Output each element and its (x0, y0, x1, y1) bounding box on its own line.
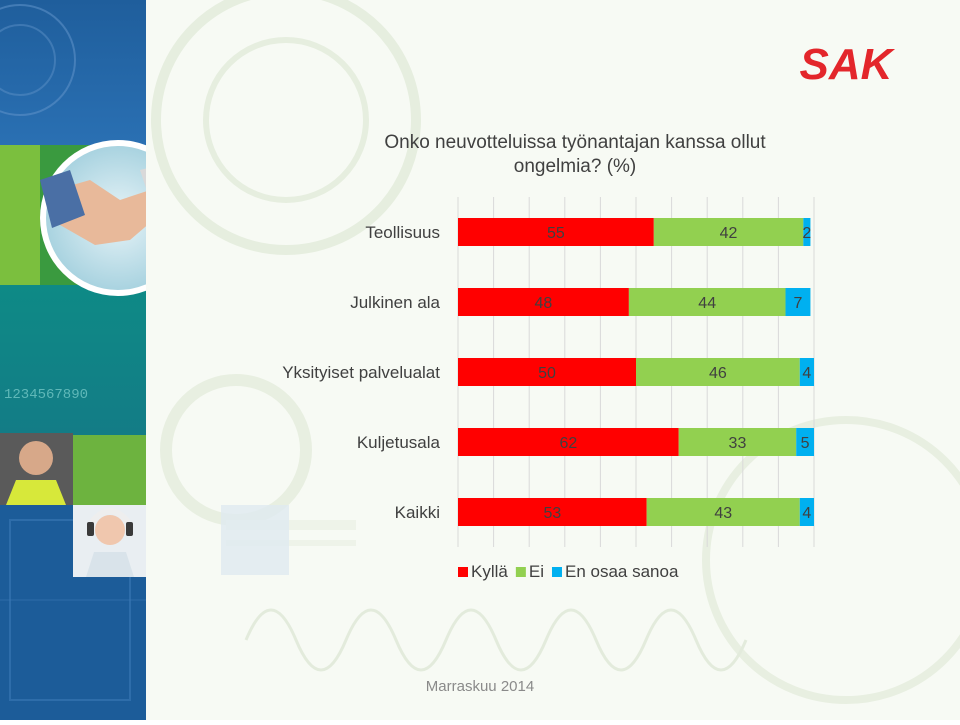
bar-segment (796, 428, 814, 456)
sak-logo-text: SAK (800, 40, 896, 84)
chart-title: Onko neuvotteluissa työnantajan kanssa o… (330, 131, 820, 179)
data-label: 53 (543, 505, 561, 522)
bar-segment (803, 218, 811, 246)
worker-woman-photo-icon (73, 505, 146, 577)
bar-segment (678, 428, 797, 456)
data-label: 55 (547, 225, 565, 242)
category-label: Yksityiset palvelualat (282, 363, 440, 382)
sidebar-graphic: 1234567890 (0, 0, 146, 720)
data-label: 46 (709, 365, 727, 382)
bar-segment (636, 358, 800, 386)
bar-segment (458, 288, 629, 316)
data-label: 33 (729, 435, 747, 452)
worker-photo-icon (0, 433, 73, 505)
legend-swatch (551, 567, 562, 577)
sak-logo-icon: SAK (800, 40, 896, 89)
bar-segment (458, 358, 636, 386)
data-label: 4 (802, 365, 811, 382)
data-label: 4 (802, 505, 811, 522)
legend-swatch (515, 567, 526, 577)
data-label: 48 (535, 295, 553, 312)
bar-segment (646, 498, 800, 526)
category-label: Teollisuus (365, 223, 440, 242)
category-label: Kaikki (395, 503, 440, 522)
data-label: 5 (801, 435, 810, 452)
chart-title-line-1: Onko neuvotteluissa työnantajan kanssa o… (384, 132, 766, 153)
bar-segment (458, 428, 679, 456)
data-label: 44 (698, 295, 716, 312)
sidebar-decoration: 1234567890 (0, 0, 146, 720)
category-label: Julkinen ala (350, 293, 440, 312)
legend-swatch (458, 567, 468, 577)
chart-title-line-2: ongelmia? (%) (513, 156, 637, 177)
legend-label: Ei (529, 562, 544, 581)
stacked-bar-chart: Teollisuus 55 42 2 Julkinen ala 48 44 7 Yksityis… (200, 195, 860, 595)
bar-segment (799, 358, 814, 386)
svg-text:1234567890: 1234567890 (4, 387, 88, 403)
data-label: 7 (794, 295, 803, 312)
bar-segment (628, 288, 786, 316)
legend-label: Kyllä (471, 562, 508, 581)
sak-logo: SAK (794, 40, 898, 89)
bar-segment (458, 498, 647, 526)
data-label: 42 (720, 225, 738, 242)
data-label: 2 (802, 225, 811, 242)
bar-segment (785, 288, 811, 316)
bar-segment (458, 218, 654, 246)
data-label: 62 (559, 435, 577, 452)
handshake-photo-icon (40, 140, 146, 296)
slide-footer-date: Marraskuu 2014 (425, 678, 535, 695)
data-label: 43 (714, 505, 732, 522)
bar-segment (799, 498, 814, 526)
data-label: 50 (538, 365, 556, 382)
category-label: Kuljetusala (357, 433, 441, 452)
legend-label: En osaa sanoa (565, 562, 679, 581)
bar-segment (653, 218, 804, 246)
